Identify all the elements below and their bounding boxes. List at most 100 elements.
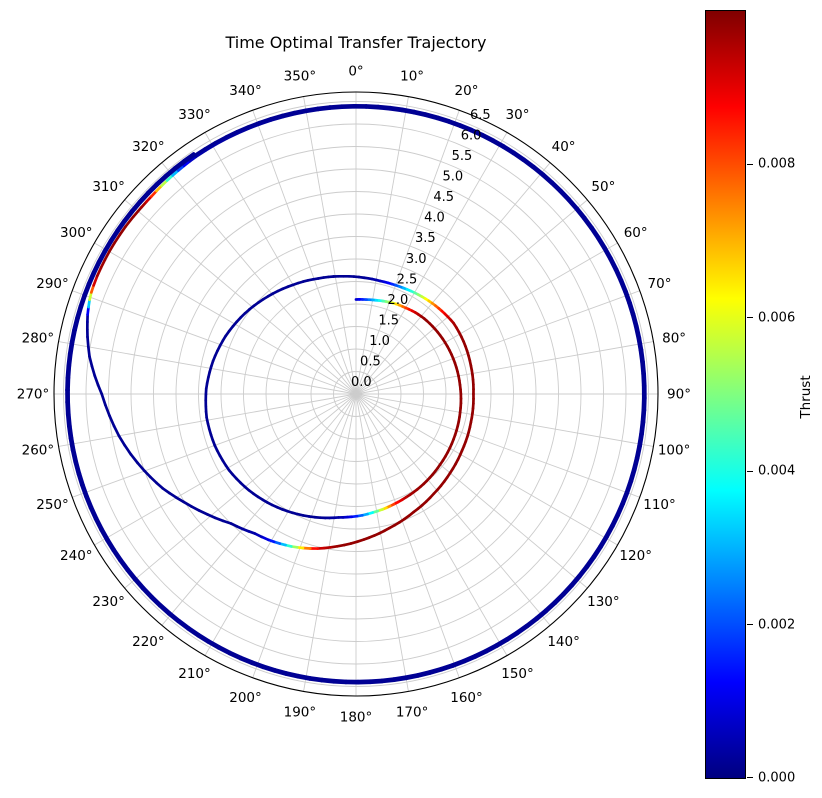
- angular-gridline: [355, 393, 618, 546]
- radial-gridline: [175, 213, 537, 575]
- radial-tick-label: 3.5: [415, 231, 436, 246]
- angular-gridline: [94, 393, 357, 546]
- angular-gridline: [355, 199, 588, 395]
- radial-gridline: [288, 326, 424, 462]
- angular-tick-labels: 0° 10° 20° 30° 40° 50° 60° 70° 80° 90° 100° 110° 120…: [17, 64, 691, 726]
- radial-tick-label: 6.5: [470, 108, 491, 123]
- angular-gridline: [355, 110, 460, 395]
- radial-gridline: [130, 168, 582, 620]
- angular-tick-label: 30°: [506, 107, 530, 123]
- angular-gridline: [124, 199, 357, 395]
- angular-gridline: [204, 393, 357, 656]
- angular-tick-label: 180°: [340, 710, 373, 726]
- radial-tick-label: 4.5: [433, 190, 454, 205]
- angular-gridline: [355, 393, 640, 498]
- colorbar-tick-label: 0.004: [758, 463, 796, 479]
- angular-tick-label: 60°: [624, 225, 648, 241]
- angular-tick-label: 280°: [22, 330, 55, 346]
- radial-gridline: [310, 348, 402, 440]
- angular-tick-label: 80°: [662, 330, 686, 346]
- colorbar-tick: [747, 317, 753, 319]
- radial-gridline: [63, 101, 649, 687]
- angular-gridline: [72, 290, 357, 395]
- radial-tick-label: 1.5: [378, 314, 399, 329]
- angular-tick-label: 300°: [60, 225, 93, 241]
- radial-tick-label: 6.0: [461, 129, 482, 144]
- angular-gridline: [94, 242, 357, 395]
- angular-tick-label: 200°: [229, 690, 262, 706]
- angular-gridline: [355, 393, 654, 447]
- radial-tick-label: 5.0: [442, 170, 463, 185]
- angular-tick-label: 70°: [648, 276, 672, 292]
- angular-tick-label: 310°: [92, 179, 125, 195]
- colorbar-tick: [747, 777, 753, 779]
- radial-gridline: [153, 191, 559, 597]
- trajectory-line: [65, 103, 647, 685]
- radial-gridline: [108, 146, 604, 642]
- colorbar-gradient: [706, 11, 745, 778]
- angular-tick-label: 270°: [17, 387, 50, 403]
- angular-gridline: [303, 393, 357, 692]
- polar-grid: [54, 92, 658, 696]
- colorbar-tick-label: 0.002: [758, 617, 796, 633]
- angular-tick-label: 210°: [178, 666, 211, 682]
- angular-tick-label: 120°: [619, 548, 652, 564]
- angular-gridline: [355, 96, 409, 395]
- angular-gridline: [355, 132, 508, 395]
- radial-tick-label: 0.5: [360, 355, 381, 370]
- angular-gridline: [355, 393, 409, 692]
- radial-tick-labels: 0.0 0.5 1.0 1.5 2.0 2.5 3.0 3.5 4.0 4.5 5.0 5.5 6.0 6…: [351, 108, 491, 390]
- colorbar-tick: [747, 163, 753, 166]
- angular-tick-label: 220°: [132, 634, 165, 650]
- colorbar-tick-label: 0.008: [758, 156, 796, 172]
- angular-tick-label: 160°: [450, 690, 483, 706]
- angular-tick-label: 170°: [396, 705, 429, 721]
- radial-gridline: [333, 371, 379, 417]
- angular-tick-label: 240°: [60, 548, 93, 564]
- radial-gridline: [85, 123, 627, 665]
- angular-tick-label: 150°: [501, 666, 534, 682]
- angular-gridline: [355, 341, 654, 395]
- angular-gridline: [252, 393, 357, 678]
- colorbar-tick: [747, 470, 753, 472]
- angular-tick-label: 190°: [284, 705, 317, 721]
- angular-tick-label: 340°: [229, 83, 262, 99]
- angular-gridline: [204, 132, 357, 395]
- angular-gridline: [355, 393, 460, 678]
- colorbar-axis-label: Thrust: [798, 375, 814, 419]
- radial-gridline: [198, 236, 514, 552]
- angular-tick-label: 0°: [348, 64, 363, 80]
- angular-tick-label: 350°: [284, 68, 317, 84]
- angular-tick-label: 10°: [400, 68, 424, 84]
- angular-tick-label: 330°: [178, 107, 211, 123]
- angular-tick-label: 320°: [132, 139, 165, 155]
- colorbar-tick: [747, 623, 753, 626]
- radial-tick-label: 0.0: [351, 375, 372, 390]
- angular-gridline: [355, 393, 588, 589]
- angular-tick-label: 290°: [36, 276, 69, 292]
- angular-tick-label: 250°: [36, 497, 69, 513]
- radial-tick-label: 5.5: [452, 149, 473, 164]
- radial-gridline: [243, 281, 469, 507]
- radial-tick-label: 3.0: [406, 252, 427, 267]
- angular-gridline: [124, 393, 357, 589]
- radial-gridline: [265, 303, 447, 485]
- colorbar-tick-label: 0.006: [758, 310, 796, 326]
- angular-gridline: [58, 341, 357, 395]
- radial-gridline: [220, 258, 492, 530]
- angular-tick-label: 40°: [552, 139, 576, 155]
- radial-tick-label: 4.0: [424, 211, 445, 226]
- angular-tick-label: 130°: [587, 594, 620, 610]
- polar-spine: [53, 91, 659, 697]
- angular-gridline: [252, 110, 357, 395]
- angular-tick-label: 110°: [643, 497, 676, 513]
- angular-gridline: [161, 162, 357, 395]
- radial-tick-label: 1.0: [369, 334, 390, 349]
- angular-tick-label: 20°: [455, 83, 479, 99]
- radial-tick-label: 2.0: [388, 293, 409, 308]
- colorbar: 0.000 0.002 0.004 0.006 0.008: [705, 10, 795, 786]
- angular-tick-label: 90°: [667, 387, 691, 403]
- angular-gridline: [355, 393, 508, 656]
